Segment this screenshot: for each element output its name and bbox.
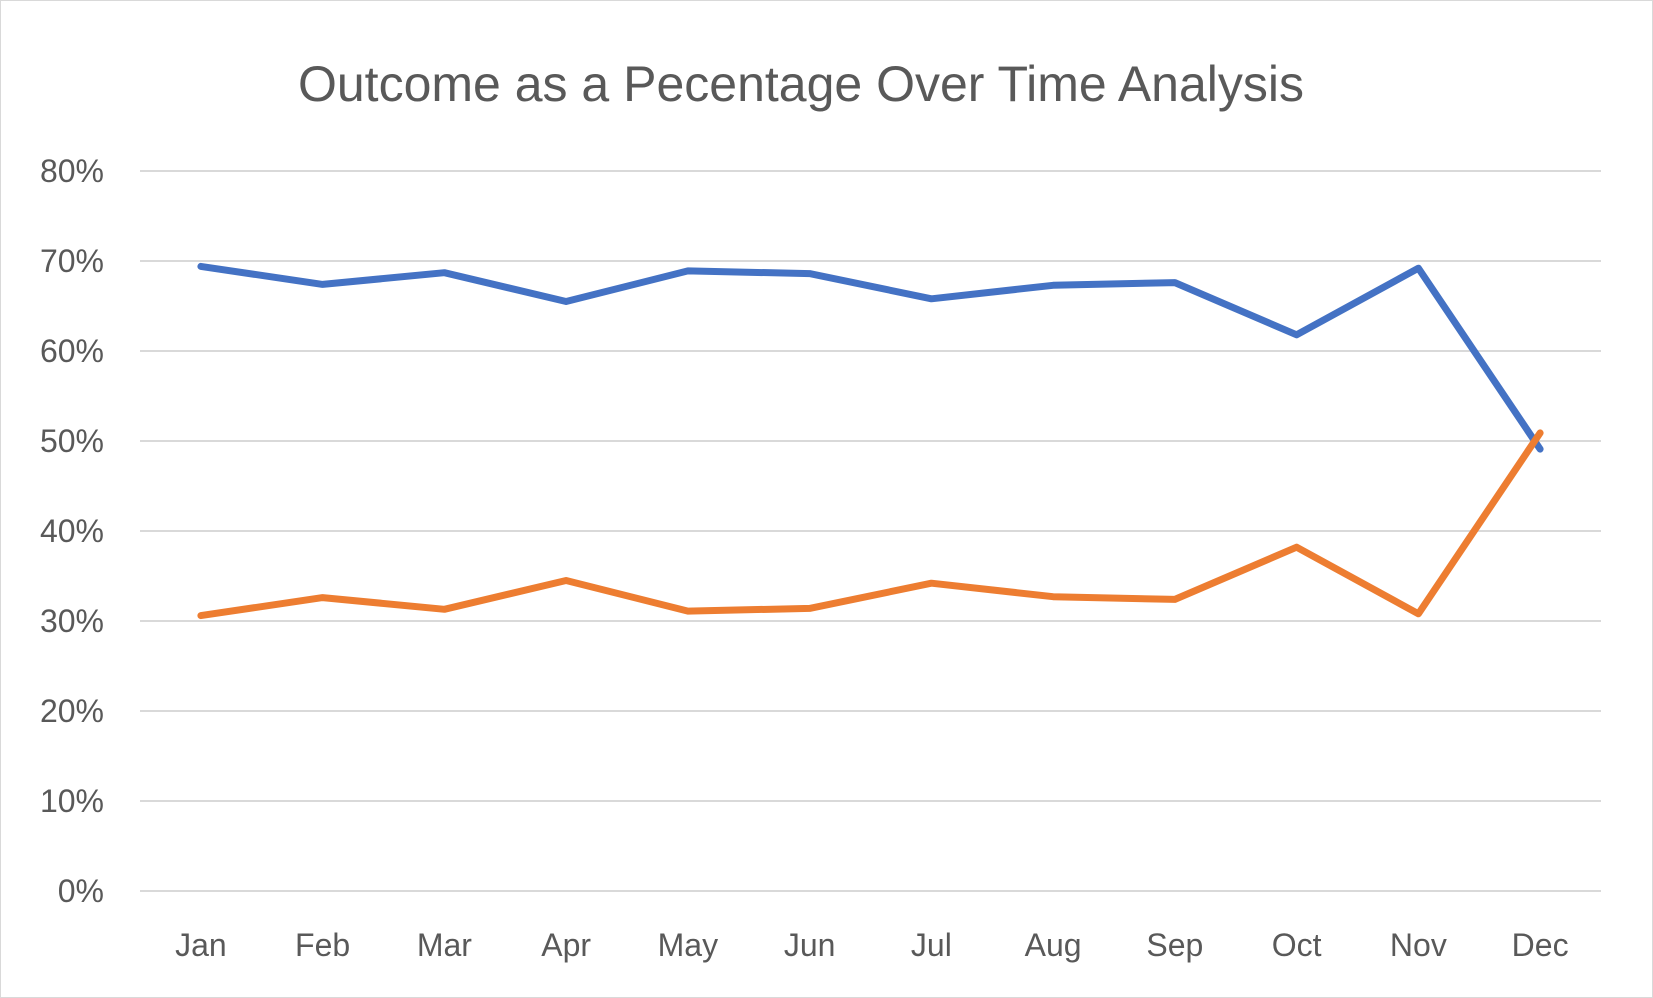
chart-title: Outcome as a Pecentage Over Time Analysi… [298, 56, 1304, 112]
y-tick-label: 0% [58, 873, 104, 909]
x-tick-label: Dec [1512, 927, 1569, 963]
y-tick-label: 50% [40, 423, 104, 459]
x-tick-label: Mar [417, 927, 472, 963]
y-tick-label: 10% [40, 783, 104, 819]
x-tick-label: Apr [541, 927, 591, 963]
y-tick-label: 70% [40, 243, 104, 279]
x-tick-label: May [658, 927, 718, 963]
x-tick-label: Jan [175, 927, 227, 963]
x-tick-label: Jun [784, 927, 836, 963]
x-tick-label: Aug [1025, 927, 1082, 963]
x-tick-label: Nov [1390, 927, 1447, 963]
y-tick-label: 60% [40, 333, 104, 369]
x-tick-label: Jul [911, 927, 952, 963]
series-lines [197, 262, 1544, 620]
gridlines [140, 170, 1601, 892]
x-axis-tick-labels: Jan Feb Mar Apr May Jun Jul Aug Sep Oct Nov Dec [175, 927, 1569, 963]
x-tick-label: Feb [295, 927, 350, 963]
y-tick-label: 80% [40, 153, 104, 189]
series-line-1 [197, 262, 1544, 453]
y-axis-tick-labels: 0% 10% 20% 30% 40% 50% 60% 70% 80% [40, 153, 104, 909]
series-line-2 [197, 429, 1544, 620]
y-tick-label: 30% [40, 603, 104, 639]
y-tick-label: 40% [40, 513, 104, 549]
x-tick-label: Oct [1272, 927, 1322, 963]
y-tick-label: 20% [40, 693, 104, 729]
x-tick-label: Sep [1146, 927, 1203, 963]
